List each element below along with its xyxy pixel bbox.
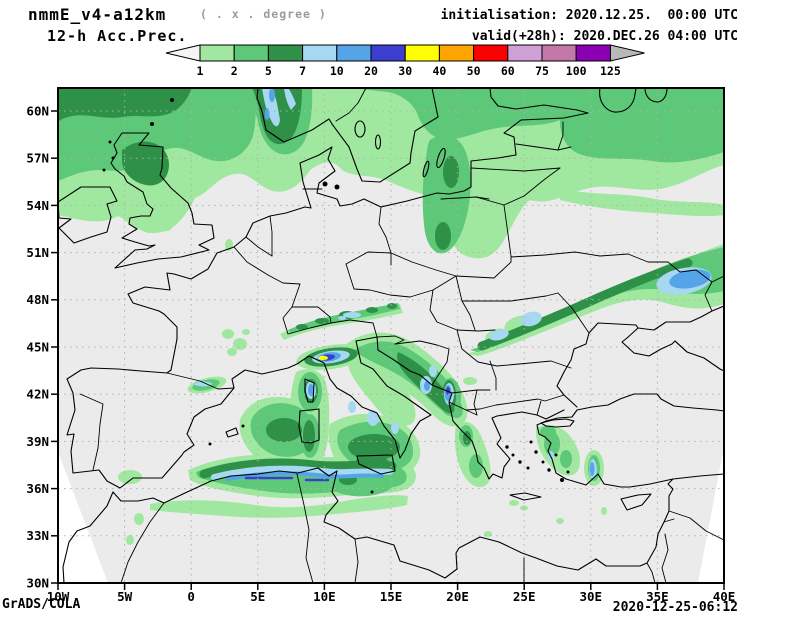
colorbar-cell: [507, 44, 543, 62]
colorbar-cell: [541, 44, 577, 62]
lat-tick-label: 36N: [26, 481, 49, 496]
colorbar-tick-label: 30: [398, 64, 412, 78]
colorbar-cell: [199, 44, 235, 62]
lat-tick-label: 45N: [26, 339, 49, 354]
colorbar-cell: [267, 44, 304, 62]
lon-tick-label: 5W: [117, 589, 133, 604]
model-title: nmmE_v4-a12km: [28, 5, 166, 24]
coastlines: [58, 88, 724, 583]
colorbar-tick-label: 75: [535, 64, 549, 78]
colorbar-legend: 1 2 5 7 10 20 30 40 50 60 75 100 125: [165, 44, 645, 78]
lat-tick-label: 57N: [26, 151, 49, 166]
lon-tick-label: 40E: [713, 589, 736, 604]
initialisation-label: initialisation: 2020.12.25. 00:00 UTC: [441, 8, 738, 23]
colorbar-tick-label: 60: [501, 64, 515, 78]
colorbar-tick-label: 100: [566, 64, 587, 78]
colorbar-cell: [575, 44, 611, 62]
lon-tick-label: 30E: [580, 589, 603, 604]
precip-ge30mm: [318, 355, 328, 361]
colorbar-tick-label: 20: [364, 64, 378, 78]
colorbar-tick-label: 2: [231, 64, 238, 78]
colorbar-cell: [336, 44, 372, 62]
lon-tick-label: 10W: [47, 589, 70, 604]
colorbar-tick-label: 10: [330, 64, 344, 78]
colorbar-cell: [438, 44, 475, 62]
colorbar-tick-label: 125: [600, 64, 621, 78]
grads-credit: GrADS/COLA: [2, 597, 80, 612]
lat-tick-label: 39N: [26, 434, 49, 449]
colorbar-cell: [404, 44, 440, 62]
country-borders: [79, 88, 724, 583]
colorbar-tick-label: 1: [197, 64, 204, 78]
colorbar-cell: [370, 44, 406, 62]
lat-tick-label: 30N: [26, 575, 49, 590]
precip-ge5mm-bands: [199, 258, 693, 479]
colorbar-cell: [473, 44, 509, 62]
variable-label: 12-h Acc.Prec.: [47, 27, 187, 45]
lat-tick-label: 42N: [26, 387, 49, 402]
lon-tick-label: 35E: [646, 589, 669, 604]
lon-tick-label: 5E: [250, 589, 265, 604]
colorbar-tick-label: 40: [432, 64, 446, 78]
colorbar-tick-label: 50: [467, 64, 481, 78]
lon-tick-label: 10E: [313, 589, 336, 604]
lon-tick-label: 15E: [380, 589, 403, 604]
lat-tick-label: 48N: [26, 292, 49, 307]
precip-ge10mm-bands: [226, 471, 384, 481]
valid-time-label: valid(+28h): 2020.DEC.26 04:00 UTC: [472, 29, 738, 44]
latlon-grid: [58, 88, 724, 583]
precip-ge20mm-bands: [244, 476, 330, 482]
lat-tick-label: 51N: [26, 245, 49, 260]
lon-tick-label: 25E: [513, 589, 536, 604]
small-islands: [102, 98, 570, 494]
grid-resolution-note: ( . x . degree ): [200, 7, 327, 21]
axis-ticks-and-labels: 10W 5W 0 5E 10E 15E 20E 25E 30E 35E 40E 60N 57N 54N 51…: [26, 103, 735, 604]
lon-tick-label: 20E: [446, 589, 469, 604]
colorbar-tick-label: 7: [299, 64, 306, 78]
colorbar-cell: [302, 44, 338, 62]
creation-timestamp: 2020-12-25-06:12: [613, 600, 738, 615]
lon-tick-label: 0: [187, 589, 195, 604]
colorbar-tick-label: 5: [265, 64, 272, 78]
lat-tick-label: 60N: [26, 103, 49, 118]
lat-tick-label: 54N: [26, 198, 49, 213]
lat-tick-label: 33N: [26, 528, 49, 543]
colorbar-overflow-arrow: [609, 44, 645, 62]
colorbar-underflow-arrow: [165, 44, 201, 62]
colorbar-cell: [233, 44, 269, 62]
